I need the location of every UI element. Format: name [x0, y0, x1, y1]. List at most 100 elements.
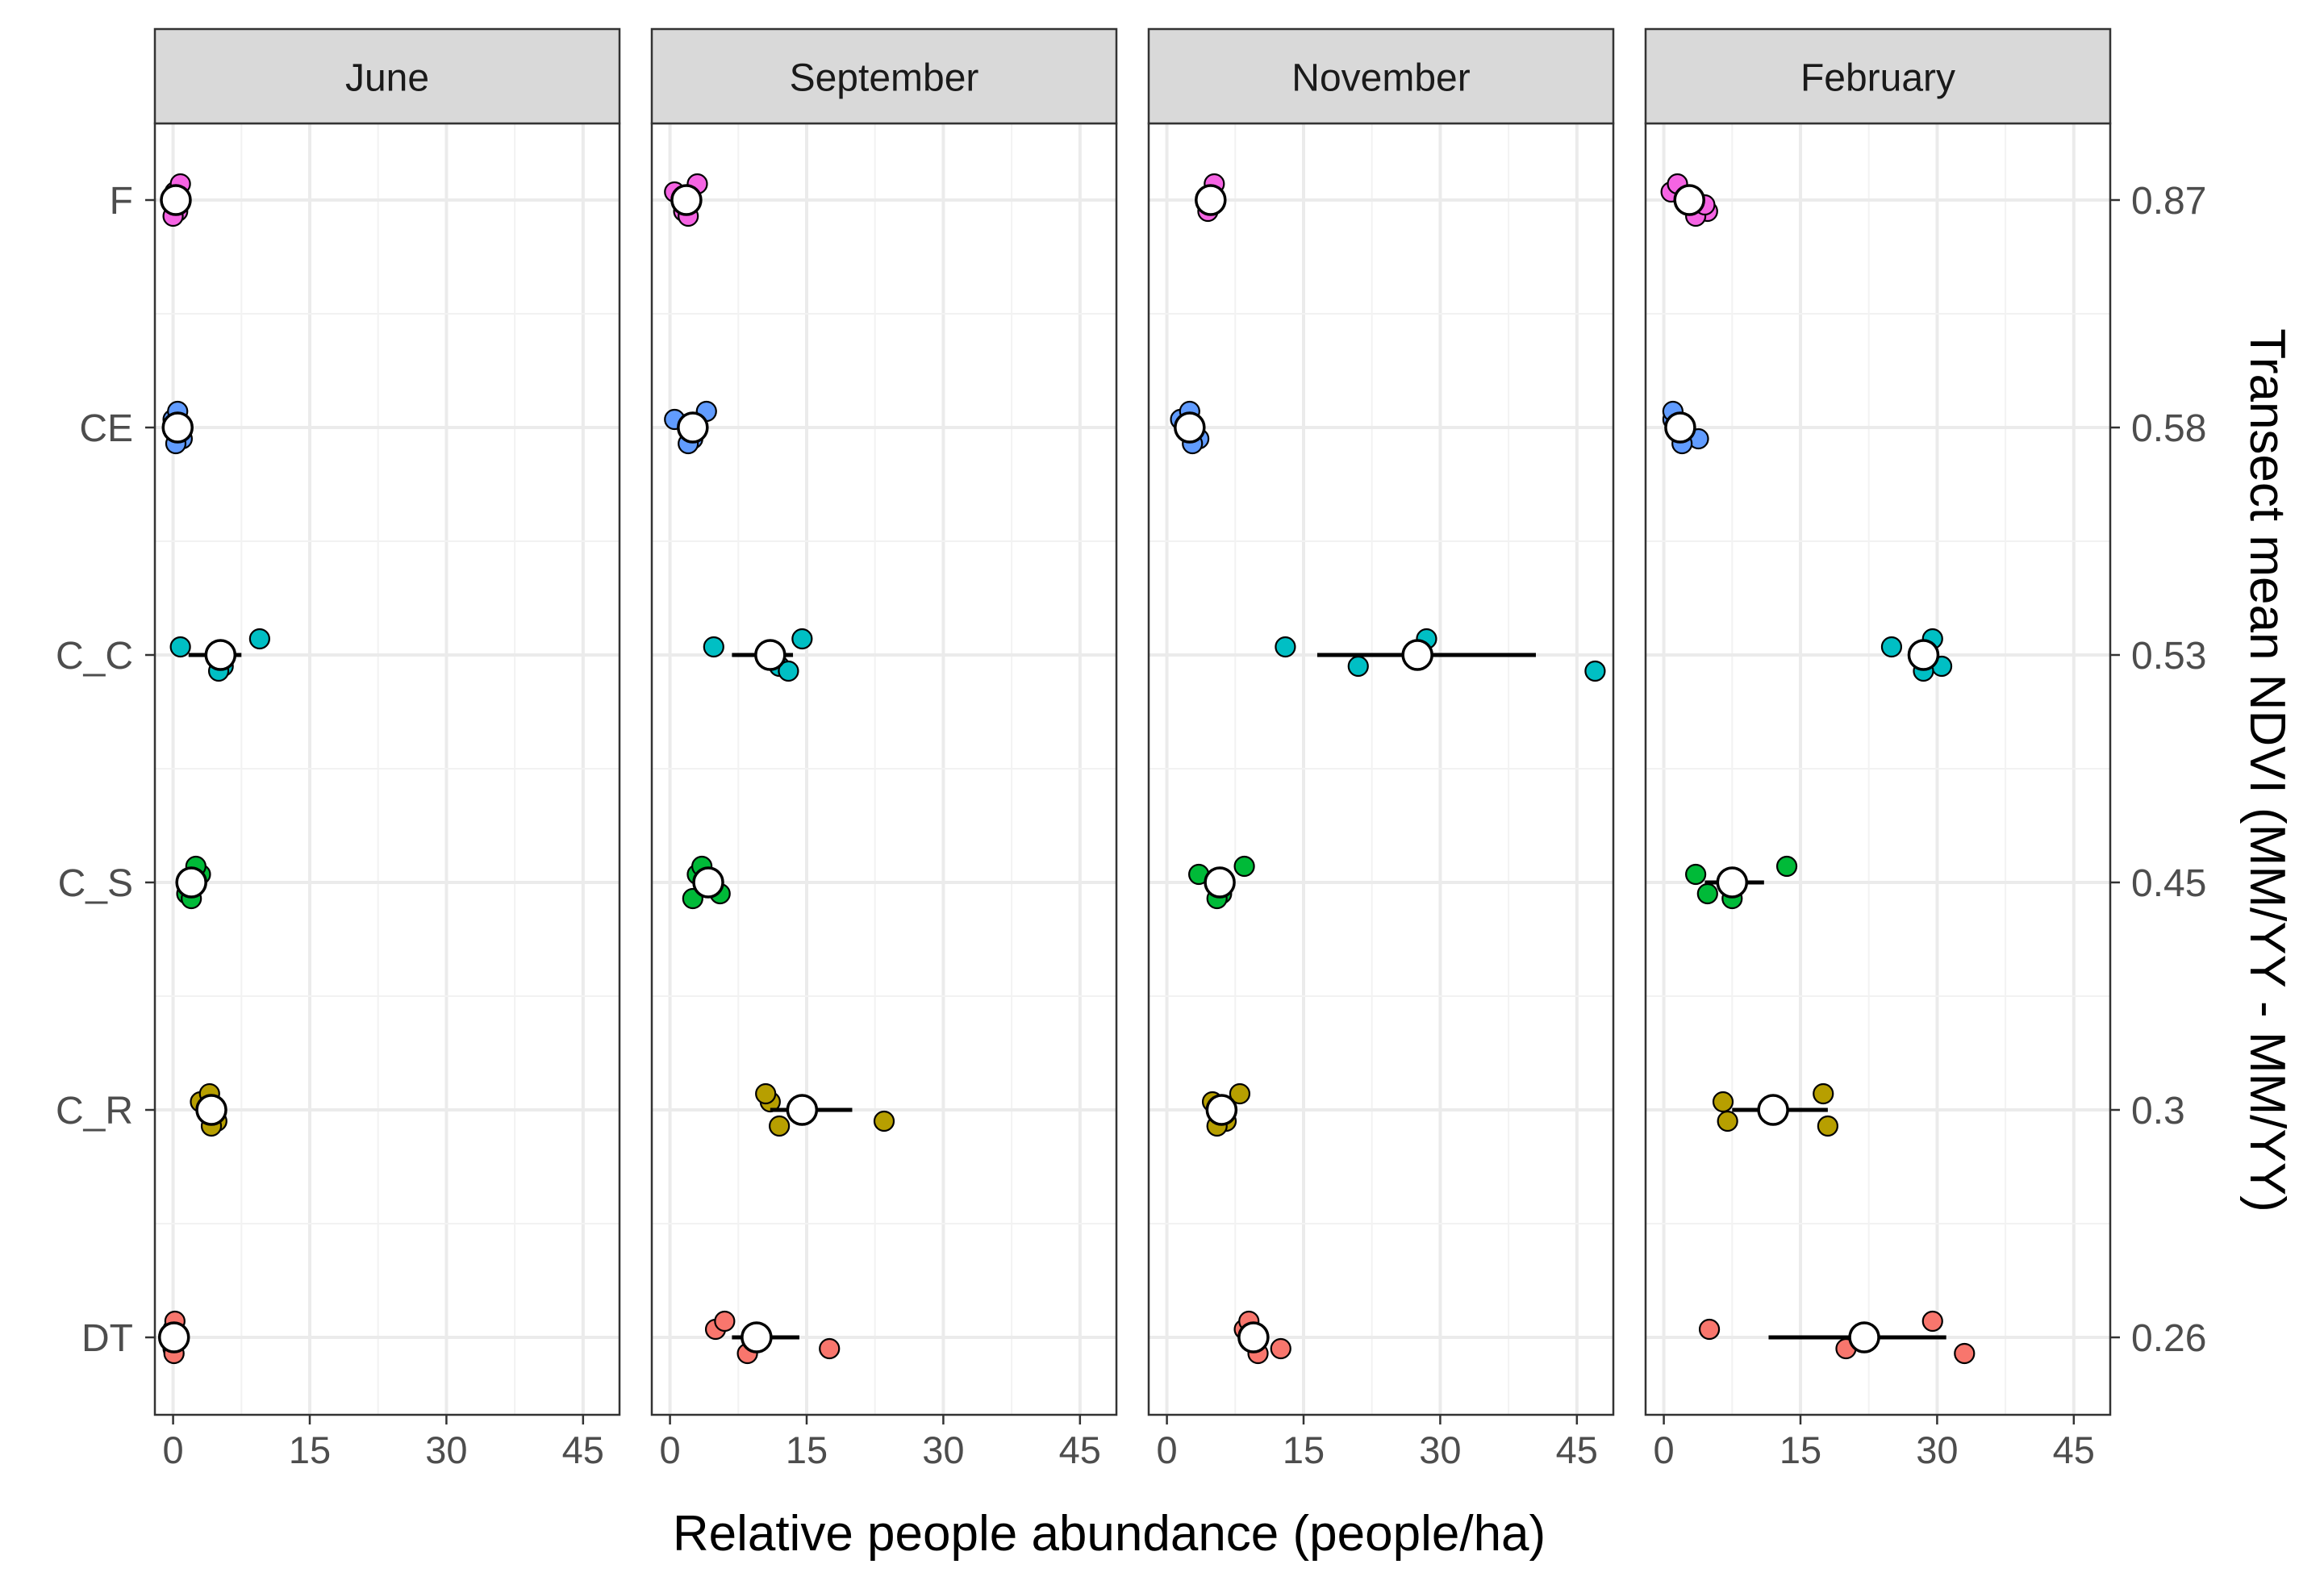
facet-strip — [1147, 27, 1615, 125]
group-c-s — [175, 855, 211, 910]
mean-marker — [754, 639, 786, 671]
x-tick-label: 30 — [1916, 1429, 1958, 1471]
mean-marker — [670, 184, 703, 216]
facet-strip-label: June — [345, 57, 429, 100]
group-c-r — [190, 1082, 227, 1137]
group-ce — [1170, 400, 1210, 455]
mean-marker — [195, 1094, 227, 1126]
data-point — [1233, 855, 1255, 878]
mean-marker — [1237, 1321, 1270, 1354]
group-c-s — [1685, 855, 1798, 910]
group-c-c — [1880, 628, 1953, 682]
y-tick-label: F — [110, 180, 133, 223]
data-point — [1712, 1091, 1734, 1113]
y-tick-label: C_C — [56, 635, 133, 678]
group-f — [664, 173, 708, 227]
data-point — [1698, 1318, 1721, 1341]
y-tick-label-right: 0.45 — [2131, 862, 2206, 905]
y-axis-right: 0.87 0.58 0.53 0.45 0.3 0.26 — [2110, 180, 2206, 1360]
data-point — [1921, 1310, 1943, 1333]
mean-marker — [1205, 1094, 1238, 1126]
mean-marker — [1664, 411, 1696, 444]
data-point — [1275, 636, 1296, 658]
mean-marker — [204, 639, 237, 671]
x-tick-label: 45 — [562, 1429, 604, 1471]
data-point — [819, 1337, 841, 1360]
data-point — [1813, 1082, 1834, 1105]
y-axis-left: F CE C_C C_S C_R DT — [56, 180, 155, 1360]
group-c-r — [1201, 1082, 1251, 1137]
group-f — [160, 173, 192, 227]
data-point — [703, 636, 724, 658]
mean-marker — [1174, 411, 1206, 444]
data-point — [1775, 855, 1798, 878]
data-point — [755, 1082, 777, 1105]
facet-strip — [650, 27, 1118, 125]
group-c-c — [169, 628, 270, 682]
x-tick-label: 15 — [1780, 1429, 1821, 1471]
group-c-s — [1188, 855, 1255, 910]
mean-marker — [786, 1094, 819, 1126]
group-c-c — [1275, 628, 1606, 682]
y-tick-label: DT — [81, 1317, 133, 1360]
group-dt — [157, 1310, 190, 1365]
group-c-c — [703, 628, 813, 682]
facet-strip-label: November — [1291, 57, 1470, 100]
group-f — [1195, 173, 1227, 223]
mean-marker — [677, 411, 709, 444]
mean-marker — [1757, 1094, 1789, 1126]
data-point — [248, 628, 270, 650]
mean-marker — [160, 184, 192, 216]
y-tick-label-right: 0.3 — [2131, 1090, 2185, 1132]
y-tick-label-right: 0.53 — [2131, 635, 2206, 678]
data-point — [778, 660, 799, 682]
data-point — [169, 636, 191, 658]
y-axis-title-right: Transect mean NDVI (MM/YY - MM/YY) — [2239, 328, 2295, 1212]
data-point — [1270, 1337, 1291, 1360]
data-point — [1717, 1110, 1738, 1132]
x-tick-label: 30 — [1419, 1429, 1461, 1471]
data-point — [1584, 660, 1606, 682]
facet-panel-february: February 0 15 30 45 — [1644, 27, 2112, 1471]
x-tick-label: 45 — [2053, 1429, 2095, 1471]
x-tick-label: 0 — [1654, 1429, 1675, 1471]
group-ce — [1662, 400, 1709, 455]
data-point — [1685, 863, 1707, 886]
data-point — [1954, 1342, 1976, 1365]
mean-marker — [157, 1321, 190, 1354]
y-tick-label-right: 0.87 — [2131, 180, 2206, 223]
data-point — [1696, 882, 1718, 905]
x-tick-label: 30 — [922, 1429, 964, 1471]
mean-marker — [741, 1321, 773, 1354]
group-c-s — [682, 855, 731, 910]
y-tick-label: C_R — [56, 1090, 133, 1132]
x-tick-label: 15 — [289, 1429, 331, 1471]
facet-panel-june: June 0 15 30 45 — [153, 27, 621, 1471]
facet-strip — [1644, 27, 2112, 125]
group-ce — [664, 400, 717, 455]
x-tick-label: 30 — [425, 1429, 467, 1471]
mean-marker — [1673, 184, 1705, 216]
mean-marker — [1204, 866, 1236, 899]
group-dt — [1698, 1310, 1976, 1365]
data-point — [1229, 1082, 1251, 1105]
mean-marker — [1401, 639, 1433, 671]
x-tick-label: 0 — [660, 1429, 681, 1471]
facet-strip-label: September — [790, 57, 979, 100]
facet-panel-november: November 0 15 30 45 — [1147, 27, 1615, 1471]
x-tick-label: 0 — [163, 1429, 184, 1471]
x-axis-title: Relative people abundance (people/ha) — [673, 1506, 1546, 1562]
mean-marker — [692, 866, 724, 899]
y-tick-label: CE — [79, 407, 133, 450]
mean-marker — [161, 411, 194, 444]
y-tick-label: C_S — [58, 862, 133, 905]
mean-marker — [1716, 866, 1749, 899]
group-ce — [161, 400, 194, 455]
facet-panels: June 0 15 30 45 September 0 15 30 45 November 0 15 30… — [153, 27, 2112, 1471]
group-dt — [1233, 1310, 1291, 1365]
x-tick-label: 45 — [1059, 1429, 1101, 1471]
y-tick-label-right: 0.26 — [2131, 1317, 2206, 1360]
data-point — [1880, 636, 1903, 658]
mean-marker — [1195, 184, 1227, 216]
